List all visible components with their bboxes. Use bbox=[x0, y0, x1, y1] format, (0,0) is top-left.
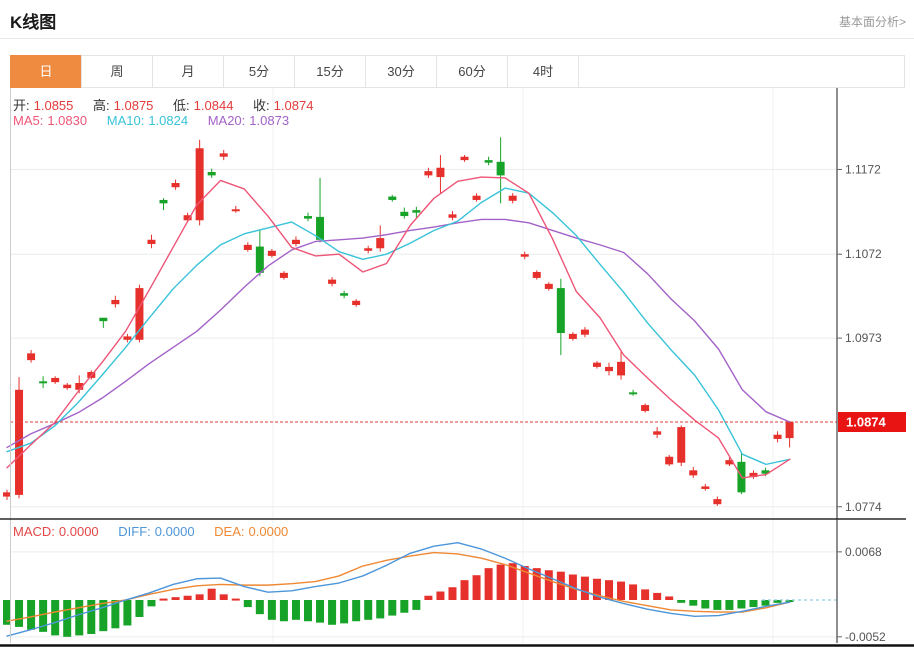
svg-text:1.0973: 1.0973 bbox=[845, 331, 882, 345]
current-price-tag bbox=[838, 412, 906, 432]
ma5-value: 1.0830 bbox=[47, 113, 88, 128]
ma10-value: 1.0824 bbox=[148, 113, 189, 128]
tab-5分[interactable]: 5分 bbox=[223, 55, 295, 88]
high-label: 高: bbox=[93, 98, 110, 113]
diff-value: 0.0000 bbox=[154, 524, 195, 539]
tab-日[interactable]: 日 bbox=[10, 55, 82, 88]
macd-value: 0.0000 bbox=[58, 524, 99, 539]
period-tabbar: 日周月 5分 15分 30分 60分 4时 bbox=[10, 55, 905, 88]
dea-value: 0.0000 bbox=[248, 524, 289, 539]
low-value: 1.0844 bbox=[193, 98, 234, 113]
tab-15分[interactable]: 15分 bbox=[294, 55, 366, 88]
tab-30分[interactable]: 30分 bbox=[365, 55, 437, 88]
ma-lines bbox=[6, 176, 791, 479]
current-price-line: 1.0874 bbox=[10, 412, 906, 432]
tab-周[interactable]: 周 bbox=[81, 55, 153, 88]
close-label: 收: bbox=[253, 98, 270, 113]
ma20-value: 1.0873 bbox=[249, 113, 290, 128]
high-value: 1.0875 bbox=[113, 98, 154, 113]
axis-labels: 1.1172 1.1072 1.0973 1.0774 0.0068 -0.0052 bbox=[837, 162, 886, 644]
fundamental-analysis-link[interactable]: 基本面分析> bbox=[838, 15, 906, 29]
grid-lines bbox=[10, 88, 837, 643]
svg-text:1.1072: 1.1072 bbox=[845, 247, 882, 261]
open-label: 开: bbox=[13, 98, 30, 113]
macd-lines bbox=[6, 541, 836, 637]
svg-text:1.0874: 1.0874 bbox=[846, 415, 887, 430]
header-divider bbox=[0, 38, 914, 39]
ma10-label: MA10: bbox=[106, 113, 145, 128]
dea-label: DEA: bbox=[214, 524, 245, 539]
svg-text:0.0068: 0.0068 bbox=[845, 545, 882, 559]
tab-60分[interactable]: 60分 bbox=[436, 55, 508, 88]
diff-label: DIFF: bbox=[118, 524, 151, 539]
macd-histogram bbox=[3, 563, 794, 637]
tab-月[interactable]: 月 bbox=[152, 55, 224, 88]
macd-label: MACD: bbox=[13, 524, 55, 539]
close-value: 1.0874 bbox=[273, 98, 314, 113]
axes bbox=[0, 88, 914, 647]
tab-4时[interactable]: 4时 bbox=[507, 55, 579, 88]
candles bbox=[3, 137, 794, 506]
svg-text:1.1172: 1.1172 bbox=[845, 162, 881, 176]
svg-text:-0.0052: -0.0052 bbox=[845, 630, 886, 644]
macd-legend: MACD: 0.0000 DIFF: 0.0000 DEA: 0.0000 bbox=[13, 524, 292, 539]
ma5-label: MA5: bbox=[13, 113, 44, 128]
low-label: 低: bbox=[173, 98, 190, 113]
svg-text:1.0774: 1.0774 bbox=[845, 500, 882, 514]
page-title: K线图 bbox=[10, 13, 57, 32]
open-value: 1.0855 bbox=[33, 98, 74, 113]
ma20-label: MA20: bbox=[207, 113, 246, 128]
tabbar-filler bbox=[578, 55, 905, 88]
ma-legend: MA5: 1.0830 MA10: 1.0824 MA20: 1.0873 bbox=[13, 113, 293, 128]
ohlc-legend: 开: 1.0855 高: 1.0875 低: 1.0844 收: 1.0874 bbox=[13, 95, 317, 114]
